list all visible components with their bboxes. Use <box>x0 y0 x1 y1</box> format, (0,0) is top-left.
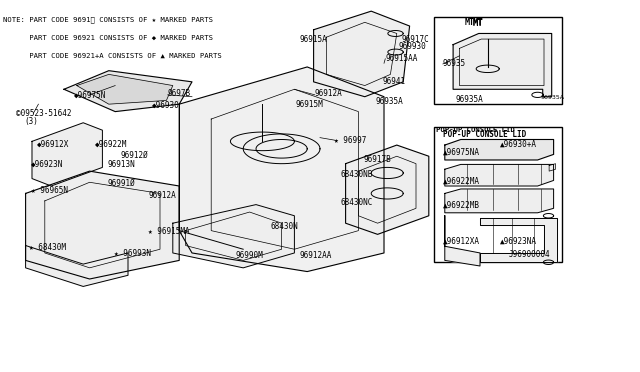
Text: PART CODE 96921+A CONSISTS OF ▲ MARKED PARTS: PART CODE 96921+A CONSISTS OF ▲ MARKED P… <box>3 52 222 58</box>
Text: PART CODE 96921 CONSISTS OF ◆ MARKED PARTS: PART CODE 96921 CONSISTS OF ◆ MARKED PAR… <box>3 35 213 41</box>
Text: 96912A: 96912A <box>148 191 176 200</box>
Polygon shape <box>445 164 554 186</box>
Text: ◆96930: ◆96930 <box>152 100 180 109</box>
Text: ★ 96915MA: ★ 96915MA <box>148 227 190 236</box>
Polygon shape <box>314 11 410 97</box>
Text: ▲96922MA: ▲96922MA <box>443 177 480 186</box>
Text: MT: MT <box>472 19 483 28</box>
Text: 96935A: 96935A <box>376 97 403 106</box>
Text: 96935A: 96935A <box>541 94 564 100</box>
Text: 96935A: 96935A <box>456 95 483 104</box>
Text: 96915A: 96915A <box>300 35 327 44</box>
Text: 969930: 969930 <box>398 42 426 51</box>
Text: ▲96930+A: ▲96930+A <box>500 140 538 149</box>
Text: ◆96912X: ◆96912X <box>37 140 70 149</box>
Polygon shape <box>32 123 102 186</box>
Text: ▲96923NA: ▲96923NA <box>500 237 538 246</box>
Polygon shape <box>453 33 552 97</box>
Text: ©09523-51642: ©09523-51642 <box>16 109 72 118</box>
Text: ◆96922M: ◆96922M <box>95 140 127 149</box>
Text: ★ 96965N: ★ 96965N <box>31 186 68 195</box>
Text: 96990M: 96990M <box>236 251 263 260</box>
Text: 96912Ø: 96912Ø <box>120 151 148 160</box>
Text: POP-UP CONSOLE LID: POP-UP CONSOLE LID <box>443 130 526 139</box>
Text: ★ 96993N: ★ 96993N <box>114 249 151 258</box>
Polygon shape <box>77 74 173 104</box>
Text: ★ 68430M: ★ 68430M <box>29 243 66 252</box>
Text: 96913N: 96913N <box>108 160 135 169</box>
Text: 68430N: 68430N <box>270 222 298 231</box>
Text: MT: MT <box>465 18 475 27</box>
Polygon shape <box>480 218 557 262</box>
Text: POP-UP CONSOLE LID: POP-UP CONSOLE LID <box>436 127 515 133</box>
Polygon shape <box>445 140 554 160</box>
Polygon shape <box>26 246 128 286</box>
Text: ▲96912XA: ▲96912XA <box>443 237 480 246</box>
Polygon shape <box>179 67 384 272</box>
Polygon shape <box>173 205 294 268</box>
Text: 68430NB: 68430NB <box>340 170 373 179</box>
Polygon shape <box>26 171 179 279</box>
Text: 96915M: 96915M <box>296 100 323 109</box>
Text: 96915AA: 96915AA <box>385 54 418 63</box>
Text: ★ 96997: ★ 96997 <box>334 136 367 145</box>
Text: 96935: 96935 <box>443 60 466 68</box>
Text: ▲96922MB: ▲96922MB <box>443 201 480 210</box>
Text: 96912AA: 96912AA <box>300 251 332 260</box>
Polygon shape <box>64 71 192 112</box>
Text: 96941: 96941 <box>382 77 405 86</box>
Polygon shape <box>445 189 554 213</box>
Text: 96917C: 96917C <box>401 35 429 44</box>
Text: ◆96923N: ◆96923N <box>31 160 63 169</box>
Polygon shape <box>445 216 480 266</box>
Text: J96900004: J96900004 <box>509 250 550 259</box>
Text: MT: MT <box>472 18 483 27</box>
Text: 68430NC: 68430NC <box>340 198 373 207</box>
Text: NOTE: PART CODE 9691ℓ CONSISTS OF ★ MARKED PARTS: NOTE: PART CODE 9691ℓ CONSISTS OF ★ MARK… <box>3 17 213 23</box>
Text: 96991Ø: 96991Ø <box>108 179 135 187</box>
Text: (3): (3) <box>24 117 38 126</box>
Text: ◆96975N: ◆96975N <box>74 90 106 99</box>
Text: 9697B: 9697B <box>168 89 191 98</box>
Text: 96912A: 96912A <box>315 89 342 98</box>
Polygon shape <box>346 145 429 234</box>
Text: 96917B: 96917B <box>364 155 391 164</box>
Text: ▲96975NA: ▲96975NA <box>443 147 480 156</box>
